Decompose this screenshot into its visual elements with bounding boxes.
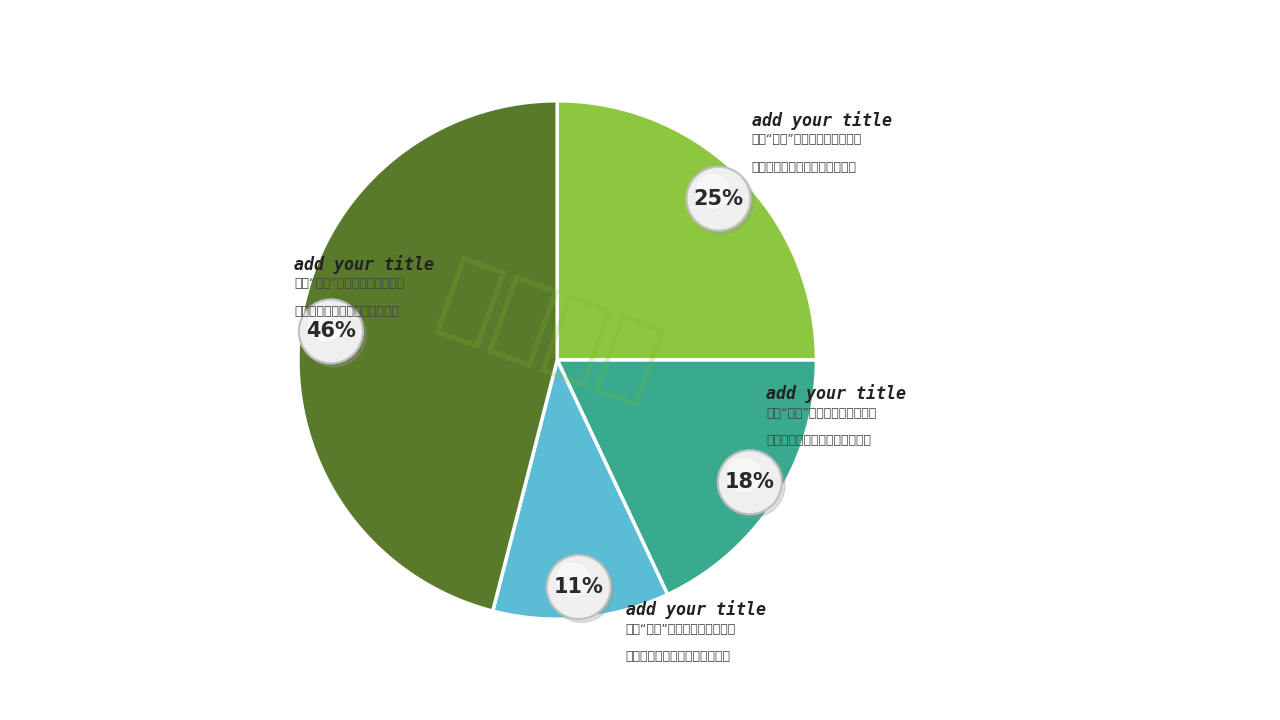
Circle shape bbox=[549, 557, 614, 622]
Circle shape bbox=[717, 450, 782, 515]
Text: add your title: add your title bbox=[765, 384, 906, 403]
Circle shape bbox=[721, 453, 785, 518]
Text: 顶部“开始”面板中可以对字体、: 顶部“开始”面板中可以对字体、 bbox=[294, 277, 404, 290]
Text: add your title: add your title bbox=[294, 255, 434, 274]
Circle shape bbox=[686, 166, 751, 231]
Text: 顶部“开始”面板中可以对字体、: 顶部“开始”面板中可以对字体、 bbox=[751, 133, 861, 146]
Circle shape bbox=[727, 459, 760, 492]
Circle shape bbox=[719, 452, 780, 513]
Text: 字号、颜色、行距等进行修改。: 字号、颜色、行距等进行修改。 bbox=[294, 305, 399, 318]
Circle shape bbox=[696, 175, 730, 208]
Circle shape bbox=[557, 563, 590, 596]
Text: add your title: add your title bbox=[626, 600, 765, 619]
Polygon shape bbox=[557, 101, 817, 360]
Text: 顶部“开始”面板中可以对字体、: 顶部“开始”面板中可以对字体、 bbox=[765, 407, 877, 420]
Circle shape bbox=[298, 299, 364, 364]
Circle shape bbox=[689, 168, 749, 229]
Circle shape bbox=[689, 169, 754, 234]
Text: 25%: 25% bbox=[694, 189, 744, 209]
Text: 字号、颜色、行距等进行修改。: 字号、颜色、行距等进行修改。 bbox=[626, 650, 731, 663]
Circle shape bbox=[301, 302, 366, 366]
Circle shape bbox=[548, 557, 609, 617]
Text: add your title: add your title bbox=[751, 111, 892, 130]
Text: 字号、颜色、行距等进行修改。: 字号、颜色、行距等进行修改。 bbox=[765, 434, 870, 447]
Text: 11%: 11% bbox=[554, 577, 604, 597]
Polygon shape bbox=[557, 360, 817, 595]
Text: 46%: 46% bbox=[306, 321, 356, 341]
Circle shape bbox=[301, 301, 361, 361]
Circle shape bbox=[547, 554, 611, 619]
Text: 18%: 18% bbox=[724, 472, 774, 492]
Text: 顶部“开始”面板中可以对字体、: 顶部“开始”面板中可以对字体、 bbox=[626, 623, 736, 636]
Polygon shape bbox=[493, 360, 668, 619]
Text: 字号、颜色、行距等进行修改。: 字号、颜色、行距等进行修改。 bbox=[751, 161, 856, 174]
Polygon shape bbox=[298, 101, 557, 611]
Text: 道格办公: 道格办公 bbox=[428, 249, 672, 413]
Circle shape bbox=[308, 307, 342, 341]
